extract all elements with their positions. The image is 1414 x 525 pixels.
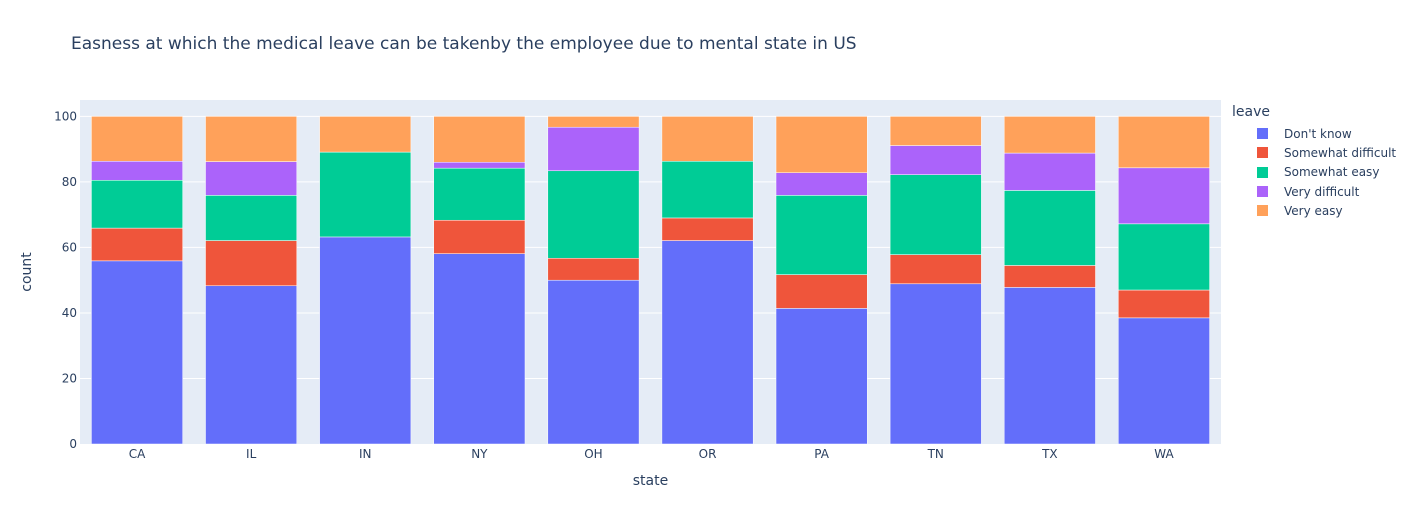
bar-segment[interactable] [1118, 116, 1210, 169]
bar-segment[interactable] [319, 236, 412, 445]
legend: leave Don't know Somewhat difficult Somewh… [1232, 104, 1396, 220]
x-tick-label: PA [814, 447, 829, 461]
bar-segment[interactable] [775, 274, 868, 309]
bar-segment[interactable] [775, 195, 868, 275]
bar-segment[interactable] [205, 240, 298, 287]
bar-segment[interactable] [91, 180, 183, 229]
bar-segment[interactable] [91, 227, 183, 262]
bar-segment[interactable] [205, 161, 298, 196]
bar-segment[interactable] [1003, 190, 1096, 266]
y-tick-label: 60 [62, 240, 77, 254]
x-tick-label: WA [1154, 447, 1174, 461]
bar-segment[interactable] [205, 285, 298, 445]
legend-item[interactable]: Very difficult [1232, 182, 1396, 201]
bar-segment[interactable] [775, 308, 868, 445]
bar-segment[interactable] [319, 151, 412, 238]
bar-segment[interactable] [889, 174, 982, 255]
y-tick-label: 20 [62, 371, 77, 385]
y-tick-label: 40 [62, 306, 77, 320]
bar-segment[interactable] [433, 116, 526, 163]
legend-title: leave [1232, 104, 1270, 120]
bar-segment[interactable] [91, 116, 183, 162]
bar-segment[interactable] [661, 116, 754, 162]
x-tick-label: OH [584, 447, 602, 461]
bar-segment[interactable] [91, 260, 183, 445]
bar-segment[interactable] [1003, 152, 1096, 191]
legend-label: Very difficult [1284, 184, 1360, 199]
bar-segment[interactable] [433, 253, 526, 445]
y-tick-label: 100 [54, 109, 77, 123]
bar-segment[interactable] [1118, 167, 1210, 225]
x-tick-label: OR [699, 447, 717, 461]
chart-title: Easness at which the medical leave can b… [71, 34, 857, 54]
bar-segment[interactable] [547, 257, 640, 281]
x-axis-title: state [633, 473, 668, 489]
legend-swatch [1257, 205, 1268, 217]
bar-segment[interactable] [889, 145, 982, 175]
bar-segment[interactable] [205, 195, 298, 241]
bar-segment[interactable] [91, 161, 183, 181]
legend-item[interactable]: Very easy [1232, 201, 1396, 220]
bar-segment[interactable] [661, 240, 754, 445]
x-tick-label: TX [1041, 447, 1058, 461]
bar-segment[interactable] [661, 161, 754, 219]
bar-segment[interactable] [889, 283, 982, 445]
bar-segment[interactable] [775, 116, 868, 173]
bars [91, 116, 1210, 445]
bar-segment[interactable] [547, 170, 640, 259]
bar-segment[interactable] [661, 217, 754, 241]
legend-item[interactable]: Somewhat easy [1232, 163, 1396, 182]
legend-swatch [1257, 166, 1268, 178]
x-tick-label: IN [359, 447, 372, 461]
x-tick-labels: CA IL IN NY OH OR PA TN TX WA [129, 447, 1175, 461]
x-tick-label: TN [927, 447, 944, 461]
bar-segment[interactable] [433, 167, 526, 221]
bar-segment[interactable] [1118, 317, 1210, 445]
legend-swatch [1257, 186, 1268, 198]
y-tick-label: 0 [69, 437, 77, 451]
legend-label: Don't know [1284, 126, 1352, 141]
legend-label: Somewhat easy [1284, 165, 1380, 180]
bar-segment[interactable] [1118, 223, 1210, 291]
bar-segment[interactable] [547, 116, 640, 128]
bar-segment[interactable] [1003, 116, 1096, 154]
y-tick-labels: 0 20 40 60 80 100 [54, 109, 77, 451]
legend-label: Very easy [1284, 203, 1343, 218]
bar-segment[interactable] [205, 116, 298, 162]
bar-segment[interactable] [433, 161, 526, 169]
legend-label: Somewhat difficult [1284, 145, 1397, 160]
bar-segment[interactable] [889, 254, 982, 285]
y-axis-title: count [19, 252, 35, 292]
bar-segment[interactable] [1118, 289, 1210, 319]
legend-swatch [1257, 147, 1268, 159]
y-tick-label: 80 [62, 175, 77, 189]
x-tick-label: CA [129, 447, 146, 461]
bar-segment[interactable] [547, 126, 640, 172]
bar-segment[interactable] [1003, 265, 1096, 288]
bar-segment[interactable] [547, 279, 640, 445]
legend-item[interactable]: Somewhat difficult [1232, 143, 1396, 162]
legend-item[interactable]: Don't know [1232, 124, 1396, 143]
bar-segment[interactable] [319, 116, 412, 153]
x-tick-label: NY [471, 447, 488, 461]
bar-segment[interactable] [775, 172, 868, 196]
x-tick-label: IL [246, 447, 257, 461]
legend-items: Don't know Somewhat difficult Somewhat eas… [1232, 124, 1396, 220]
legend-swatch [1257, 128, 1268, 140]
bar-segment[interactable] [889, 116, 982, 146]
bar-segment[interactable] [433, 219, 526, 254]
bar-segment[interactable] [1003, 287, 1096, 445]
